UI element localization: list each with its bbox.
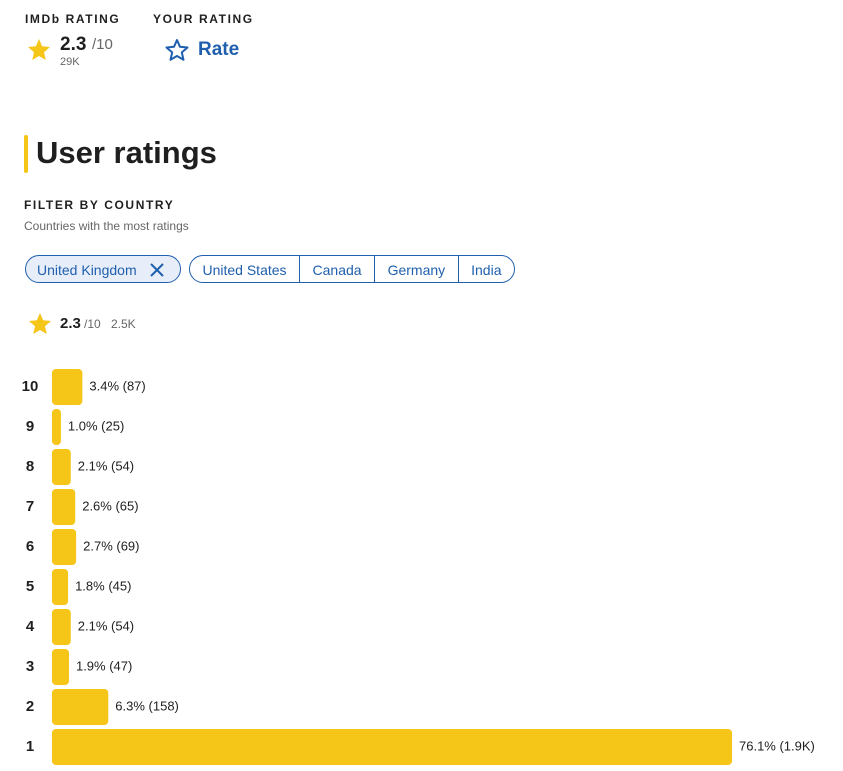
value-label: 76.1% (1.9K): [739, 738, 815, 753]
rating-label: 2: [26, 698, 34, 715]
value-label: 2.7% (69): [83, 538, 139, 553]
country-votes: 2.5K: [111, 317, 136, 331]
your-rating-label: YOUR RATING: [153, 12, 254, 26]
section-accent: [24, 135, 28, 173]
value-label: 3.4% (87): [89, 378, 145, 393]
rating-label: 7: [26, 498, 34, 515]
value-label: 6.3% (158): [115, 698, 179, 713]
bar: [52, 529, 77, 565]
rating-scale: /10: [92, 36, 113, 53]
rating-label: 9: [26, 418, 34, 435]
rating-label: 8: [26, 458, 34, 475]
value-label: 1.9% (47): [76, 658, 132, 673]
star-icon: [29, 313, 51, 334]
chip-label: United Kingdom: [37, 262, 137, 278]
bar: [52, 369, 83, 405]
country-chip[interactable]: India: [457, 256, 514, 282]
value-label: 2.1% (54): [78, 458, 134, 473]
country-chip[interactable]: Germany: [374, 256, 458, 282]
value-label: 1.0% (25): [68, 418, 124, 433]
country-chip-group: United States Canada Germany India: [189, 255, 515, 283]
rating-label: 4: [26, 618, 35, 635]
rating-label: 6: [26, 538, 34, 555]
rating-label: 5: [26, 578, 34, 595]
value-label: 2.1% (54): [78, 618, 134, 633]
bar: [52, 729, 732, 765]
filter-subtitle: Countries with the most ratings: [24, 219, 189, 233]
bar: [52, 489, 76, 525]
imdb-rating-label: IMDb RATING: [25, 12, 121, 26]
value-label: 1.8% (45): [75, 578, 131, 593]
rating-label: 10: [22, 378, 39, 395]
rating-label: 3: [26, 658, 34, 675]
rate-button[interactable]: Rate: [198, 39, 240, 60]
country-chip[interactable]: United States: [202, 262, 287, 278]
selected-chip[interactable]: United Kingdom: [25, 255, 181, 283]
country-chip[interactable]: Canada: [299, 256, 374, 282]
bar: [52, 409, 61, 445]
vote-count: 29K: [60, 56, 80, 68]
bar: [52, 649, 69, 685]
value-label: 2.6% (65): [82, 498, 138, 513]
filter-title: FILTER BY COUNTRY: [24, 198, 175, 212]
section-title: User ratings: [36, 135, 217, 170]
bar: [52, 569, 69, 605]
country-rating: 2.3: [60, 315, 81, 332]
country-rating-scale: /10: [84, 317, 101, 331]
imdb-rating: 2.3: [60, 34, 87, 55]
bar: [52, 449, 71, 485]
bar: [52, 609, 71, 645]
ratings-histogram: 10 3.4% (87) 9 1.0% (25) 8 2.1% (54) 7 2.6% (65…: [22, 369, 815, 765]
bar: [52, 689, 109, 725]
rating-label: 1: [26, 738, 34, 755]
star-icon: [28, 39, 50, 60]
rate-star-icon[interactable]: [165, 38, 189, 62]
clear-icon[interactable]: [150, 263, 164, 277]
